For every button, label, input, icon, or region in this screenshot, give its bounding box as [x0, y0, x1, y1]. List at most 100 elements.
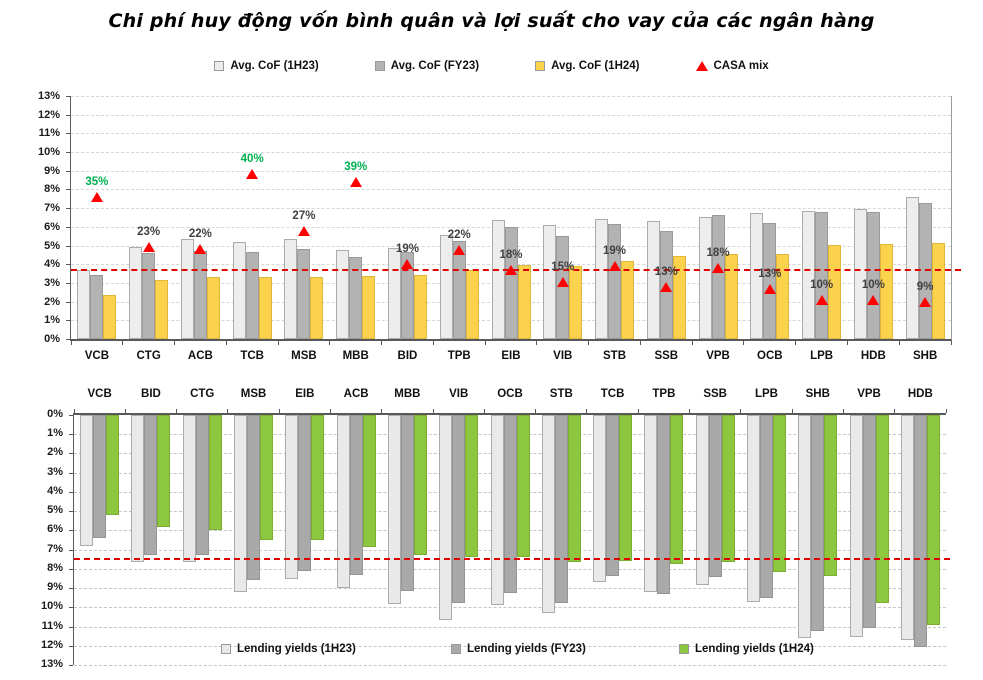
gridline: [74, 645, 946, 647]
bar-vpb-s2: [724, 253, 738, 339]
casa-marker: [297, 225, 310, 236]
category-axis-tick: [176, 409, 178, 413]
category-axis-tick: [122, 341, 124, 345]
category-axis-tick: [73, 409, 75, 413]
bar-bid-s2: [413, 275, 427, 339]
casa-value-label: 10%: [861, 278, 885, 291]
gridline: [71, 114, 951, 116]
y-axis-tick: [69, 453, 73, 455]
bar-lpb-s1: [815, 211, 829, 339]
y-axis-tick: [66, 170, 70, 172]
casa-marker: [763, 283, 776, 294]
category-axis-tick: [124, 409, 126, 413]
yield-1h23-swatch-icon: [221, 644, 231, 654]
legend-label: Avg. CoF (FY23): [390, 60, 480, 72]
bar-hdb-s0: [853, 209, 867, 339]
y-axis-label: 13%: [40, 658, 63, 670]
y-axis-label: 4%: [44, 258, 60, 271]
category-axis-tick: [945, 409, 947, 413]
bar-tcb-s2: [619, 415, 633, 562]
category-axis-tick: [588, 341, 590, 345]
bar-ctg-s2: [208, 415, 222, 531]
bar-ctg-s0: [129, 247, 143, 339]
bar-shb-s2: [824, 415, 838, 576]
bar-shb-s2: [931, 242, 945, 339]
bank-label: STB: [603, 350, 627, 362]
top-legend: Avg. CoF (1H23) Avg. CoF (FY23) Avg. CoF…: [0, 60, 983, 72]
category-axis-tick: [277, 341, 279, 345]
bank-label: EIB: [295, 388, 315, 400]
bar-hdb-s0: [900, 415, 914, 640]
bar-stb-s0: [541, 415, 555, 614]
legend-label: CASA mix: [713, 60, 769, 72]
bar-vcb-s2: [103, 295, 117, 339]
y-axis-label: 4%: [47, 484, 63, 497]
bar-vpb-s1: [711, 214, 725, 339]
category-axis-tick: [795, 341, 797, 345]
y-axis-tick: [66, 339, 70, 340]
casa-marker: [246, 168, 259, 179]
cof-fy23-swatch-icon: [374, 61, 385, 71]
bank-label: MBB: [394, 388, 421, 400]
y-axis-label: 5%: [44, 239, 60, 252]
gridline: [71, 152, 951, 154]
y-axis-label: 8%: [47, 561, 63, 574]
cof-y-axis-labels: 13% 12% 11% 10% 9% 8% 7% 6% 5% 4% 3% 2% 1% 0%: [10, 90, 60, 345]
bank-label: SSB: [654, 350, 679, 362]
casa-marker: [505, 264, 517, 275]
bank-label: VPB: [857, 388, 881, 400]
category-axis-tick: [381, 341, 383, 345]
reference-line: [74, 558, 950, 561]
category-axis-tick: [842, 409, 844, 413]
bank-label: LPB: [754, 388, 778, 400]
bank-label: LPB: [810, 350, 834, 362]
legend-label: Lending yields (1H23): [237, 643, 356, 655]
casa-value-label: 18%: [499, 248, 523, 261]
bank-label: ACB: [187, 350, 213, 362]
bar-ssb-s2: [672, 255, 686, 339]
y-axis-label: 0%: [44, 333, 60, 345]
y-axis-tick: [66, 282, 70, 284]
bank-label: HDB: [907, 388, 933, 400]
bar-ssb-s2: [721, 415, 735, 563]
y-axis-tick: [69, 415, 73, 416]
bar-ctg-s2: [155, 280, 169, 339]
bar-ssb-s0: [695, 415, 709, 586]
bar-ctg-s0: [182, 415, 196, 563]
casa-value-label: 18%: [706, 246, 730, 259]
bar-bid-s0: [387, 248, 401, 339]
bar-hdb-s1: [866, 211, 880, 339]
yield-plot-area: [69, 409, 950, 666]
casa-value-label: 27%: [292, 209, 316, 222]
bar-tpb-s1: [657, 415, 671, 594]
legend-item-yield-1h23: Lending yields (1H23): [221, 643, 356, 655]
y-axis-label: 6%: [44, 220, 60, 233]
bar-hdb-s2: [879, 243, 893, 339]
category-axis-tick: [846, 341, 848, 345]
y-axis-tick: [69, 491, 73, 493]
bar-msb-s2: [260, 415, 274, 540]
y-axis-label: 2%: [44, 295, 60, 308]
bar-eib-s2: [517, 265, 531, 339]
y-axis-tick: [69, 434, 73, 436]
legend-item-yield-fy23: Lending yields (FY23): [451, 643, 586, 655]
category-axis-tick: [898, 341, 900, 345]
casa-mix-triangle-icon: [695, 61, 708, 71]
casa-value-label: 9%: [916, 280, 934, 293]
bar-shb-s0: [798, 415, 812, 639]
bar-ocb-s0: [750, 212, 764, 339]
bank-label: STB: [549, 388, 573, 400]
bar-msb-s0: [234, 415, 248, 592]
y-axis-tick: [66, 226, 70, 228]
gridline: [74, 665, 946, 666]
bank-label: VCB: [84, 350, 110, 362]
bank-label: SSB: [703, 388, 727, 400]
bottom-legend: Lending yields (1H23) Lending yields (FY…: [73, 643, 946, 661]
bar-eib-s1: [298, 415, 312, 571]
bar-lpb-s1: [759, 415, 773, 598]
bar-vpb-s1: [862, 415, 876, 629]
category-axis-tick: [691, 341, 693, 345]
bar-stb-s2: [621, 261, 635, 339]
bar-mbb-s2: [362, 276, 376, 339]
bank-label: EIB: [501, 350, 521, 362]
